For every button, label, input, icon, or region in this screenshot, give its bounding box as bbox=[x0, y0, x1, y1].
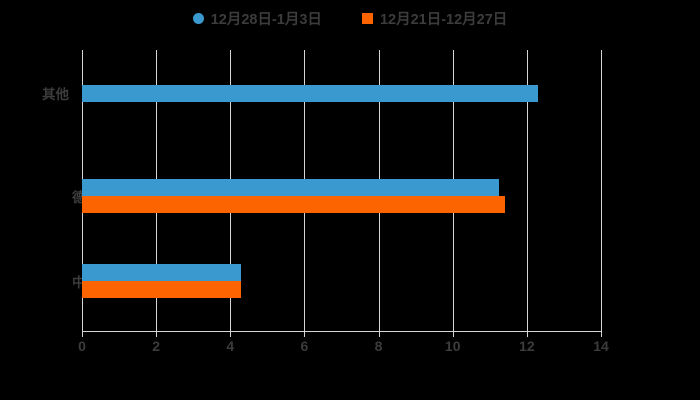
legend-square-marker-icon bbox=[361, 13, 373, 24]
legend-circle-marker-icon bbox=[192, 13, 204, 24]
x-axis-tick-6 bbox=[526, 331, 528, 337]
x-axis-tick-label-1: 2 bbox=[152, 338, 161, 354]
x-axis-tick-label-5: 10 bbox=[444, 338, 461, 354]
x-axis-tick-2 bbox=[230, 331, 232, 337]
x-axis-tick-label-7: 14 bbox=[593, 338, 609, 354]
bar[interactable] bbox=[82, 196, 505, 213]
legend-item-series-1[interactable]: 12月28日-1月3日 bbox=[192, 8, 322, 29]
x-axis-tick-label-3: 6 bbox=[300, 338, 309, 354]
bar[interactable] bbox=[82, 85, 538, 102]
x-axis-tick-label-6: 12 bbox=[519, 338, 535, 354]
chart-legend: 12月28日-1月3日 12月21日-12月27日 bbox=[0, 8, 700, 29]
bar[interactable] bbox=[82, 179, 500, 196]
x-axis-tick-1 bbox=[156, 331, 158, 337]
legend-item-series-2[interactable]: 12月21日-12月27日 bbox=[361, 8, 508, 29]
x-axis-tick-7 bbox=[601, 331, 602, 337]
x-axis-tick-3 bbox=[304, 331, 306, 337]
x-axis-tick-5 bbox=[452, 331, 454, 337]
gridline-x-6 bbox=[526, 50, 528, 331]
bar[interactable] bbox=[82, 264, 242, 281]
legend-label-series-1: 12月28日-1月3日 bbox=[210, 12, 322, 28]
plot-area bbox=[82, 50, 602, 331]
x-axis-tick-label-4: 8 bbox=[374, 338, 383, 354]
x-axis-tick-0 bbox=[82, 331, 83, 337]
x-axis-tick-4 bbox=[378, 331, 380, 337]
bar[interactable] bbox=[82, 281, 242, 298]
gridline-x-7 bbox=[601, 50, 602, 331]
legend-label-series-2: 12月21日-12月27日 bbox=[379, 12, 508, 28]
x-axis-line bbox=[82, 331, 602, 332]
x-axis-tick-label-2: 4 bbox=[226, 338, 235, 354]
x-axis-tick-label-0: 0 bbox=[78, 338, 86, 354]
